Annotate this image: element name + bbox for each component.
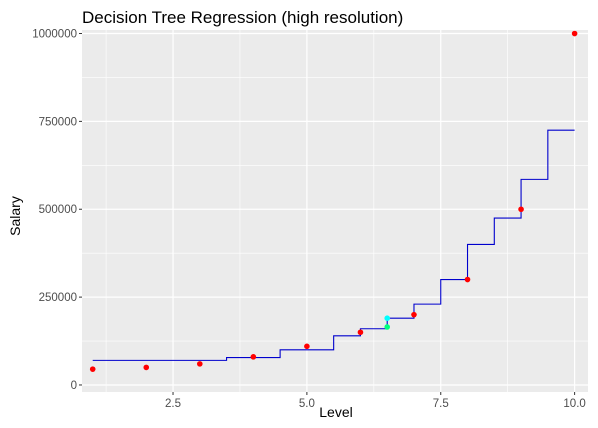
data-point	[384, 315, 391, 321]
x-tick-label: 7.5	[433, 398, 449, 410]
data-point	[571, 30, 578, 37]
minor-gridlines	[82, 30, 588, 392]
y-tick-label: 750000	[39, 116, 77, 128]
x-tick-label: 5.0	[299, 398, 315, 410]
y-tick-label: 1000000	[32, 29, 77, 41]
x-tick-label: 2.5	[165, 398, 181, 410]
y-tick-label: 250000	[39, 292, 77, 304]
data-point	[411, 311, 417, 318]
chart-title: Decision Tree Regression (high resolutio…	[82, 8, 403, 27]
data-point	[384, 324, 391, 330]
major-gridlines	[82, 30, 588, 392]
data-point	[518, 206, 524, 213]
x-axis-title: Level	[319, 404, 352, 420]
data-point	[357, 329, 364, 336]
x-tick-label: 10.0	[563, 398, 585, 410]
data-point	[89, 366, 96, 372]
data-point	[464, 276, 471, 283]
data-point	[143, 364, 150, 371]
y-axis-title: Salary	[7, 196, 23, 236]
data-point	[196, 361, 203, 367]
series-layer	[89, 30, 578, 372]
data-point	[304, 343, 310, 350]
x-axis: 2.5 5.0 7.5 10.0	[165, 392, 586, 410]
y-tick-label: 500000	[39, 204, 77, 216]
data-point	[250, 354, 257, 360]
y-axis: 0 250000 500000 750000 1000000	[32, 29, 82, 392]
y-tick-label: 0	[71, 380, 77, 392]
plot-panel	[82, 30, 588, 392]
